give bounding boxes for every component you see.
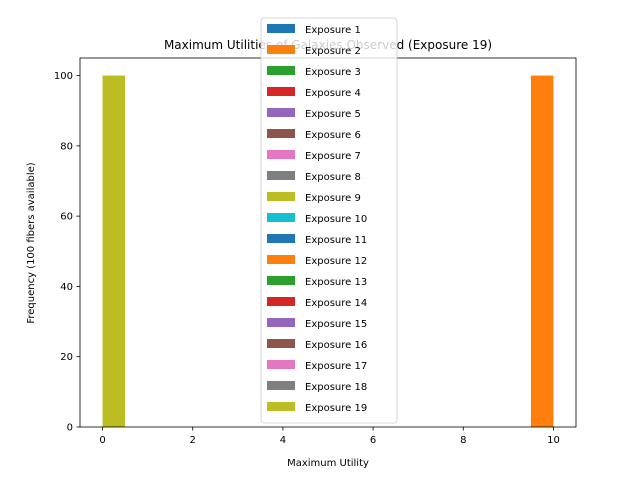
legend-swatch-19 [267,402,295,411]
legend-swatch-3 [267,66,295,75]
x-tick-label-2: 2 [190,435,196,446]
legend-entry-6: Exposure 6 [305,130,361,141]
legend: Exposure 1 Exposure 2 Exposure 3 Exposure 4… [260,17,398,424]
legend-entry-8: Exposure 8 [305,172,361,183]
x-tick-label-10: 10 [547,435,560,446]
legend-entry-7: Exposure 7 [305,151,361,162]
legend-entry-13: Exposure 13 [305,277,367,288]
legend-entry-17: Exposure 17 [305,361,367,372]
legend-entry-2: Exposure 2 [305,46,361,57]
y-tick-label-100: 100 [54,71,73,82]
x-tick-label-0: 0 [99,435,105,446]
legend-entry-4: Exposure 4 [305,88,361,99]
y-tick-label-20: 20 [60,352,73,363]
legend-swatch-2 [267,45,295,54]
legend-swatch-10 [267,213,295,222]
legend-swatch-14 [267,297,295,306]
y-tick-label-40: 40 [60,282,73,293]
x-tick-label-8: 8 [460,435,466,446]
legend-entry-19: Exposure 19 [305,403,367,414]
legend-entry-5: Exposure 5 [305,109,361,120]
legend-entry-18: Exposure 18 [305,382,367,393]
legend-entry-16: Exposure 16 [305,340,367,351]
legend-entry-12: Exposure 12 [305,256,367,267]
legend-swatch-1 [267,24,295,33]
legend-swatch-12 [267,255,295,264]
x-tick-label-6: 6 [370,435,376,446]
legend-swatch-13 [267,276,295,285]
legend-swatch-6 [267,129,295,138]
legend-swatch-4 [267,87,295,96]
legend-swatch-17 [267,360,295,369]
bar-series-2-1 [530,75,554,428]
legend-swatch-16 [267,339,295,348]
legend-swatch-15 [267,318,295,327]
y-tick-label-60: 60 [60,212,73,223]
legend-entry-10: Exposure 10 [305,214,367,225]
legend-swatch-11 [267,234,295,243]
legend-swatch-9 [267,192,295,201]
bar-series-19-1 [102,75,126,428]
legend-swatch-8 [267,171,295,180]
y-tick-label-0: 0 [67,423,73,434]
legend-entry-9: Exposure 9 [305,193,361,204]
x-axis-label: Maximum Utility [287,458,369,469]
legend-entry-1: Exposure 1 [305,25,361,36]
y-tick-label-80: 80 [60,141,73,152]
bars-group [102,75,554,428]
legend-entry-15: Exposure 15 [305,319,367,330]
legend-swatch-7 [267,150,295,159]
legend-entry-3: Exposure 3 [305,67,361,78]
legend-swatch-18 [267,381,295,390]
y-axis-label: Frequency (100 fibers available) [26,162,37,323]
x-tick-label-4: 4 [280,435,286,446]
legend-swatch-5 [267,108,295,117]
legend-entry-11: Exposure 11 [305,235,367,246]
legend-entry-14: Exposure 14 [305,298,367,309]
